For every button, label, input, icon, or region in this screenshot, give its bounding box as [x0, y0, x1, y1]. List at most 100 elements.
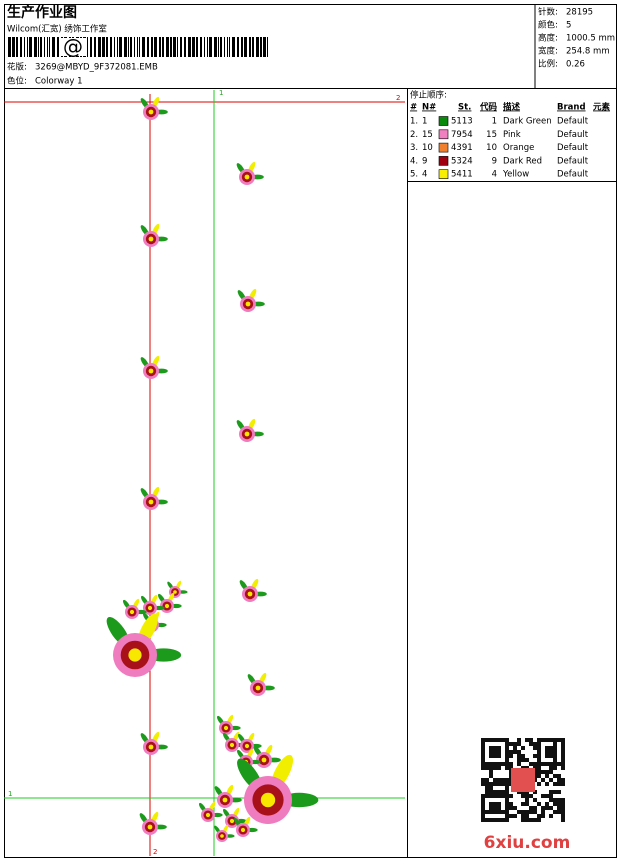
bar-line [200, 37, 202, 57]
page-border [4, 4, 617, 858]
qr-module [505, 742, 509, 746]
flower-center [147, 605, 153, 611]
qr-module [541, 738, 545, 742]
qr-module [525, 810, 529, 814]
qr-module [521, 758, 525, 762]
flower-center [222, 797, 228, 803]
qr-module [489, 802, 493, 806]
bar-line [94, 37, 96, 57]
bar-line [12, 37, 15, 57]
bar-line [170, 37, 172, 57]
column-header: 元素 [593, 102, 611, 113]
qr-module [481, 798, 485, 802]
qr-module [557, 802, 561, 806]
qr-module [497, 818, 501, 822]
qr-module [561, 766, 565, 770]
qr-module [525, 758, 529, 762]
bar-line [57, 37, 59, 57]
qr-module [537, 766, 541, 770]
qr-module [541, 770, 545, 774]
bar-line [204, 37, 205, 57]
cell-needle: 10 [422, 143, 433, 153]
stop-title: 停止顺序: [410, 90, 447, 101]
qr-module [493, 810, 497, 814]
qr-module [533, 746, 537, 750]
flower-center [148, 499, 154, 505]
qr-module [521, 814, 525, 818]
qr-module [561, 818, 565, 822]
bar-line [40, 37, 42, 57]
qr-module [497, 806, 501, 810]
qr-module [505, 802, 509, 806]
qr-module [553, 762, 557, 766]
qr-module [561, 782, 565, 786]
colorway-label: 色位: [7, 76, 27, 87]
bar-line [114, 37, 115, 57]
qr-module [481, 758, 485, 762]
qr-module [505, 794, 509, 798]
qr-module [553, 742, 557, 746]
qr-module [481, 778, 485, 782]
qr-module [509, 754, 513, 758]
qr-module [485, 782, 489, 786]
qr-module [481, 810, 485, 814]
qr-module [489, 806, 493, 810]
qr-module [529, 742, 533, 746]
flower-center [229, 742, 235, 748]
qr-module [489, 738, 493, 742]
qr-module [533, 742, 537, 746]
qr-module [521, 802, 525, 806]
qr-module [529, 762, 533, 766]
qr-module [481, 742, 485, 746]
qr-module [557, 798, 561, 802]
qr-module [493, 806, 497, 810]
flower-center [255, 685, 261, 691]
cell-needle: 4 [422, 170, 427, 180]
qr-module [545, 794, 549, 798]
bar-line [130, 37, 132, 57]
bar-line [207, 37, 208, 57]
qr-module [541, 778, 545, 782]
qr-module [537, 802, 541, 806]
bar-line [90, 37, 92, 57]
cell-needle: 15 [422, 130, 433, 140]
qr-code [481, 738, 565, 822]
qr-module [561, 802, 565, 806]
qr-module [493, 802, 497, 806]
cell-index: 2. [410, 130, 418, 140]
color-swatch [438, 169, 449, 179]
qr-module [529, 818, 533, 822]
cell-code: 4 [492, 170, 497, 180]
title: 生产作业图 [7, 4, 77, 21]
qr-module [501, 778, 505, 782]
qr-module [541, 814, 545, 818]
bar-line [214, 37, 217, 57]
qr-module [529, 810, 533, 814]
qr-module [489, 790, 493, 794]
qr-module [485, 766, 489, 770]
info-value: 5 [566, 21, 571, 31]
info-label: 高度: [538, 33, 558, 44]
bar-line [47, 37, 48, 57]
watermark: 6xiu.com [484, 833, 571, 853]
qr-module [509, 750, 513, 754]
bar-line [110, 37, 112, 57]
bar-line [147, 37, 149, 57]
bar-line [184, 37, 186, 57]
bar-line [177, 37, 178, 57]
qr-module [561, 742, 565, 746]
bar-line [260, 37, 262, 57]
qr-module [497, 794, 501, 798]
qr-module [505, 814, 509, 818]
cell-index: 5. [410, 170, 418, 180]
qr-module [513, 806, 517, 810]
qr-module [517, 742, 521, 746]
bar-line [244, 37, 247, 57]
bar-line [192, 37, 195, 57]
qr-module [489, 818, 493, 822]
qr-module [509, 762, 513, 766]
bar-line [52, 37, 55, 57]
qr-module [481, 750, 485, 754]
qr-module [493, 818, 497, 822]
qr-module [489, 794, 493, 798]
